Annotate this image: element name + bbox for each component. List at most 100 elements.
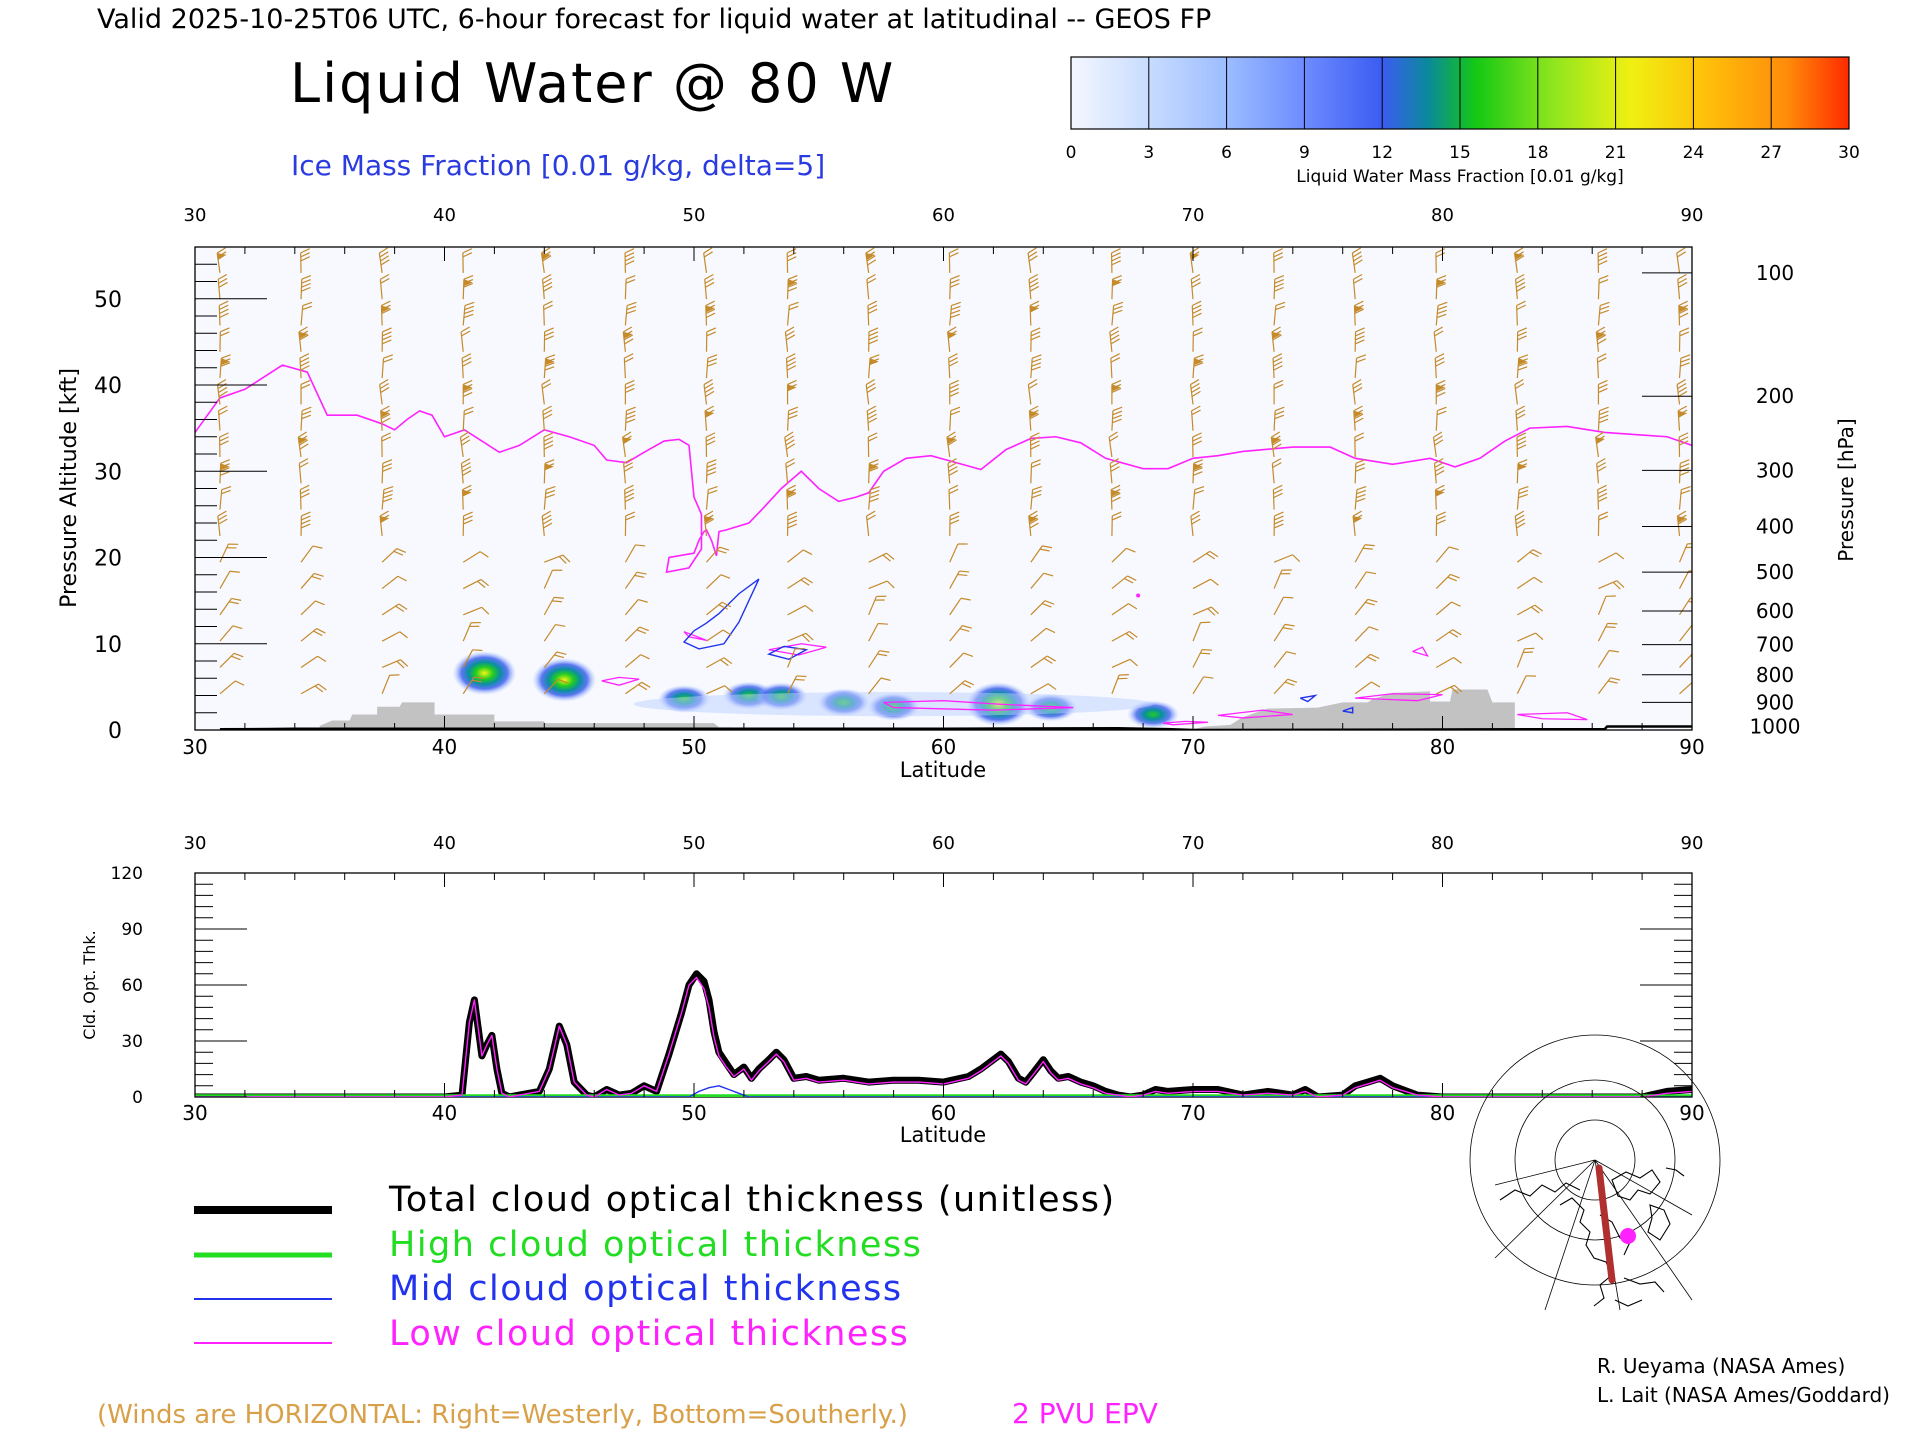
wind-barb [300,511,311,536]
series-line-mid [195,1085,1692,1097]
top-x-tick-label-upper-80: 80 [1431,205,1454,226]
wind-barb [867,432,878,458]
wind-barb [1028,510,1039,537]
colorbar-tick-15: 15 [1449,143,1471,163]
location-marker [1620,1228,1636,1244]
wind-barb [1192,432,1202,458]
colorbar-tick-12: 12 [1371,143,1393,163]
wind-barb [543,459,555,484]
wind-barb [1354,571,1377,589]
wind-barb [1516,327,1528,352]
wind-barb [300,628,326,642]
wind-barb [1597,622,1618,642]
wind-barb [1192,621,1211,642]
wind-barb [949,625,972,642]
wind-barb [462,511,473,536]
wind-barb [706,629,732,642]
wind-barb [1595,326,1607,352]
wind-barb [1516,354,1529,379]
wind-barb [868,677,891,695]
wind-barb [1190,510,1201,537]
wind-barb [1676,510,1688,537]
wind-barb [787,632,814,643]
wind-barb [1027,247,1038,273]
wind-barb [381,459,393,484]
wind-barb [706,546,730,563]
wind-barb [787,675,807,695]
wind-barb [1676,378,1688,405]
wind-barb [1273,301,1286,326]
wind-barb [1273,511,1284,536]
wind-barb [1598,552,1625,563]
ice-mass-contour-3 [1299,694,1318,703]
wind-barb [462,649,483,668]
wind-barb [949,680,975,695]
wind-barb [219,459,231,484]
wind-barb [1272,484,1283,510]
top-x-tick-label-80: 80 [1430,735,1455,759]
wind-barb [1273,651,1297,668]
wind-barb [1678,327,1690,352]
wind-barb [786,274,798,300]
locator-map [1469,1034,1721,1311]
wind-barb [624,511,636,536]
wind-barb [219,432,229,458]
bottom-x-tick-label-30: 30 [182,1101,207,1125]
wind-barb [541,510,553,537]
wind-barb [1030,354,1042,379]
wind-barb [1516,675,1536,695]
wind-barb [949,274,960,300]
wind-barb [1598,580,1625,590]
wind-barb [1191,405,1201,431]
low-cloud-contour-1 [601,676,640,686]
wind-barb [462,379,473,405]
wind-barb [868,580,895,590]
wind-barb [1030,600,1055,616]
wind-barb [300,406,312,431]
legend-label-total: Total cloud optical thickness (unitless) [388,1180,1116,1220]
wind-barb [380,405,391,431]
wind-barb [379,273,390,300]
wind-barb [949,301,961,326]
wind-barb [868,485,880,510]
wind-barb [1678,300,1689,326]
wind-barb [1353,405,1364,431]
wind-barb [1596,353,1607,379]
top-x-tick-label-30: 30 [182,735,207,759]
wind-barb [1192,550,1219,563]
wind-barb [543,596,564,616]
wind-barb [706,685,733,695]
bottom-y-tick-label-90: 90 [121,920,143,940]
wind-barb [1678,354,1691,379]
wind-barb [703,247,713,273]
pressure-axis-title: Pressure [hPa] [1834,418,1858,561]
series-line-low [195,976,1692,1097]
wind-barb [1111,603,1138,616]
wind-barb [946,431,957,458]
colorbar: 0 3 6 9 12 15 18 21 24 27 30 Liquid Water Mass Fra… [1066,56,1860,187]
wind-barb [1433,458,1445,484]
wind-barb [705,485,718,510]
map-frame [1495,1163,1692,1310]
top-x-tick-label-60: 60 [931,735,956,759]
pressure-tick-label-600: 600 [1756,599,1794,623]
legend-label-low: Low cloud optical thickness [389,1314,909,1354]
wind-barb [1029,300,1040,326]
pressure-tick-label-400: 400 [1756,514,1794,538]
credit-2: L. Lait (NASA Ames/Goddard) [1597,1383,1890,1407]
wind-barb [866,273,877,300]
wind-barb [218,300,229,326]
bottom-x-tick-label-90: 90 [1679,1101,1704,1125]
wind-barb [1030,545,1053,563]
wind-barb [461,484,472,510]
ice-mass-contour-1 [682,578,760,650]
wind-barb [543,678,568,695]
wind-barb [865,378,876,405]
top-x-tick-label-50: 50 [681,735,706,759]
wind-barb [706,601,732,616]
wind-barb [462,301,475,326]
wind-barb [867,300,878,326]
wind-barb [1597,649,1619,668]
wind-barb [1435,274,1447,300]
wind-barb [1435,546,1459,563]
